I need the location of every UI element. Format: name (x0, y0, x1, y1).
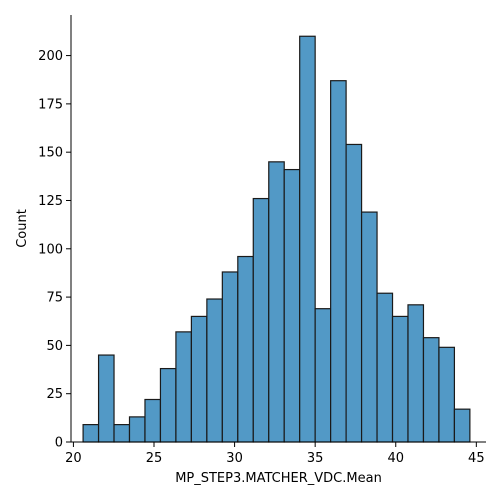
y-axis-ticks: 0 25 50 75 100 125 150 175 200 (38, 49, 71, 451)
histogram-bar (175, 331, 192, 443)
histogram-bar (299, 35, 316, 443)
histogram-bar (82, 424, 100, 443)
histogram-bar (407, 304, 425, 443)
histogram-bar (345, 143, 363, 443)
x-tick-label: 45 (468, 451, 485, 466)
histogram-bar (190, 315, 208, 443)
histogram-bar (360, 211, 378, 443)
histogram-bar (113, 424, 131, 443)
y-tick-label: 0 (55, 436, 63, 451)
x-tick-label: 35 (307, 451, 324, 466)
histogram-bar (376, 292, 394, 443)
y-tick-label: 200 (38, 49, 63, 64)
histogram-bar (391, 315, 409, 443)
histogram-bar (330, 80, 347, 443)
y-axis-label: Count (15, 209, 30, 248)
histogram-bar (97, 354, 115, 443)
histogram-bar (283, 168, 301, 443)
y-tick-label: 175 (38, 97, 63, 112)
x-axis-ticks: 20 25 30 35 40 45 (65, 442, 485, 466)
y-tick-label: 125 (38, 194, 63, 209)
x-tick-label: 20 (65, 451, 82, 466)
histogram-bar (221, 271, 239, 443)
y-tick-label: 25 (46, 387, 63, 402)
histogram-bar (314, 308, 332, 443)
histogram-bar (206, 298, 223, 443)
y-tick-label: 100 (38, 242, 63, 257)
x-axis-label: MP_STEP3.MATCHER_VDC.Mean (175, 471, 382, 486)
y-tick-label: 75 (46, 291, 63, 306)
y-tick-label: 50 (46, 339, 63, 354)
histogram-bar (422, 337, 440, 443)
x-tick-label: 40 (387, 451, 404, 466)
histogram-bar (252, 197, 270, 443)
histogram-bar (144, 398, 162, 443)
y-tick-label: 150 (38, 146, 63, 161)
histogram-bar (237, 255, 254, 443)
x-tick-label: 30 (226, 451, 243, 466)
x-tick-label: 25 (146, 451, 163, 466)
histogram-bar (268, 161, 285, 443)
histogram-bar (438, 346, 456, 443)
histogram-bars (82, 35, 471, 443)
histogram-bar (159, 367, 177, 443)
histogram-bar (128, 416, 146, 443)
histogram-bar (453, 408, 471, 443)
